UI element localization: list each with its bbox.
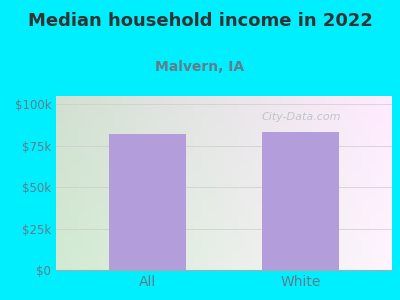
Text: Median household income in 2022: Median household income in 2022: [28, 12, 372, 30]
Bar: [110, 134, 186, 270]
Text: City-Data.com: City-Data.com: [262, 112, 341, 122]
Bar: [262, 133, 338, 270]
Text: Malvern, IA: Malvern, IA: [156, 60, 244, 74]
